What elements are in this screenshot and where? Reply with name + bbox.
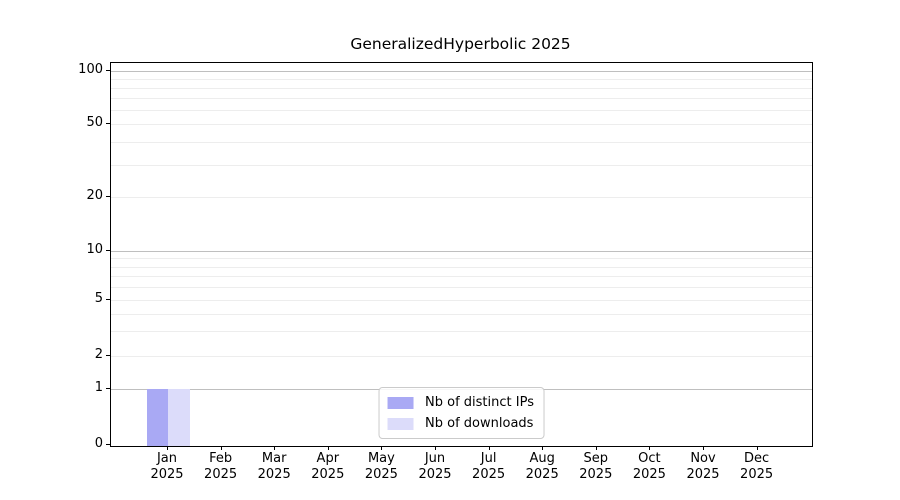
x-tick-year: 2025 — [364, 467, 398, 482]
x-tick-year: 2025 — [525, 467, 559, 482]
gridline-minor — [111, 124, 812, 125]
x-tick-mark — [542, 446, 544, 450]
chart-title: GeneralizedHyperbolic 2025 — [350, 35, 571, 53]
x-tick-label: Nov 2025 — [671, 451, 735, 483]
y-tick-mark — [106, 250, 110, 251]
x-tick-month: Sep — [583, 451, 609, 466]
x-tick-year: 2025 — [632, 467, 666, 482]
x-tick-month: Dec — [744, 451, 770, 466]
x-tick-year: 2025 — [311, 467, 345, 482]
x-tick-label: May 2025 — [349, 451, 413, 483]
gridline-major — [111, 251, 812, 252]
gridline-minor — [111, 88, 812, 90]
x-tick-mark — [595, 446, 597, 450]
x-tick-year: 2025 — [472, 467, 506, 482]
y-tick-label: 1 — [94, 380, 103, 395]
x-tick-year: 2025 — [740, 467, 774, 482]
x-tick-month: Jul — [480, 451, 497, 466]
y-tick-label: 20 — [86, 188, 103, 203]
x-tick-month: Apr — [316, 451, 340, 466]
gridline-minor — [111, 197, 812, 198]
y-tick-label: 50 — [86, 115, 103, 130]
x-tick-month: Mar — [261, 451, 287, 466]
x-tick-year: 2025 — [686, 467, 720, 482]
y-tick-label: 100 — [78, 62, 103, 77]
gridline-minor — [111, 287, 812, 289]
x-tick-mark — [381, 446, 383, 450]
legend-label: Nb of distinct IPs — [425, 395, 534, 410]
x-tick-year: 2025 — [257, 467, 291, 482]
gridline-minor — [111, 331, 812, 333]
x-tick-year: 2025 — [579, 467, 613, 482]
gridline-minor — [111, 141, 812, 143]
x-tick-month: Aug — [529, 451, 555, 466]
y-tick-mark — [106, 444, 110, 445]
x-tick-mark — [220, 446, 222, 450]
x-tick-month: May — [367, 451, 395, 466]
x-tick-year: 2025 — [204, 467, 238, 482]
gridline-minor — [111, 300, 812, 301]
x-tick-mark — [488, 446, 490, 450]
legend-swatch — [387, 417, 414, 430]
gridline-minor — [111, 79, 812, 81]
x-tick-label: Jan 2025 — [135, 451, 199, 483]
x-tick-month: Oct — [638, 451, 661, 466]
gridline-minor — [111, 98, 812, 100]
x-tick-label: Oct 2025 — [617, 451, 681, 483]
x-tick-month: Nov — [690, 451, 716, 466]
y-tick-mark — [106, 196, 110, 197]
y-tick-mark — [106, 299, 110, 300]
y-tick-mark — [106, 355, 110, 356]
x-tick-label: Aug 2025 — [510, 451, 574, 483]
x-tick-mark — [327, 446, 329, 450]
legend-item: Nb of downloads — [387, 414, 534, 433]
x-tick-label: Sep 2025 — [564, 451, 628, 483]
legend: Nb of distinct IPs Nb of downloads — [378, 387, 545, 439]
legend-label: Nb of downloads — [425, 416, 534, 431]
bar-nb-of-downloads-jan — [168, 389, 190, 446]
plot-area: Nb of distinct IPs Nb of downloads — [110, 62, 813, 447]
gridline-minor — [111, 110, 812, 112]
gridline-minor — [111, 313, 812, 315]
y-tick-label: 0 — [94, 436, 103, 451]
gridline-minor — [111, 164, 812, 166]
y-tick-label: 2 — [94, 347, 103, 362]
gridline-minor — [111, 356, 812, 357]
x-tick-mark — [435, 446, 436, 450]
x-tick-mark — [703, 446, 704, 450]
y-tick-mark — [106, 388, 110, 389]
x-tick-label: Jun 2025 — [403, 451, 467, 483]
x-tick-year: 2025 — [150, 467, 184, 482]
y-tick-mark — [106, 70, 110, 71]
gridline-major — [111, 71, 812, 72]
x-tick-mark — [756, 446, 758, 450]
y-tick-mark — [106, 123, 110, 124]
legend-swatch — [387, 396, 414, 409]
x-tick-label: Mar 2025 — [242, 451, 306, 483]
x-tick-mark — [649, 446, 651, 450]
x-tick-mark — [274, 446, 276, 450]
x-tick-label: Jul 2025 — [457, 451, 521, 483]
gridline-minor — [111, 266, 812, 268]
legend-item: Nb of distinct IPs — [387, 393, 534, 412]
y-tick-label: 10 — [86, 242, 103, 257]
x-tick-label: Apr 2025 — [296, 451, 360, 483]
x-tick-month: Jun — [424, 451, 446, 466]
gridline-minor — [111, 276, 812, 278]
x-tick-month: Jan — [156, 451, 178, 466]
bar-nb-of-distinct-ips-jan — [146, 389, 168, 446]
x-tick-label: Dec 2025 — [725, 451, 789, 483]
x-tick-mark — [167, 446, 168, 450]
x-tick-year: 2025 — [418, 467, 452, 482]
y-tick-label: 5 — [94, 291, 103, 306]
x-tick-label: Feb 2025 — [189, 451, 253, 483]
gridline-minor — [111, 258, 812, 260]
x-tick-month: Feb — [209, 451, 233, 466]
